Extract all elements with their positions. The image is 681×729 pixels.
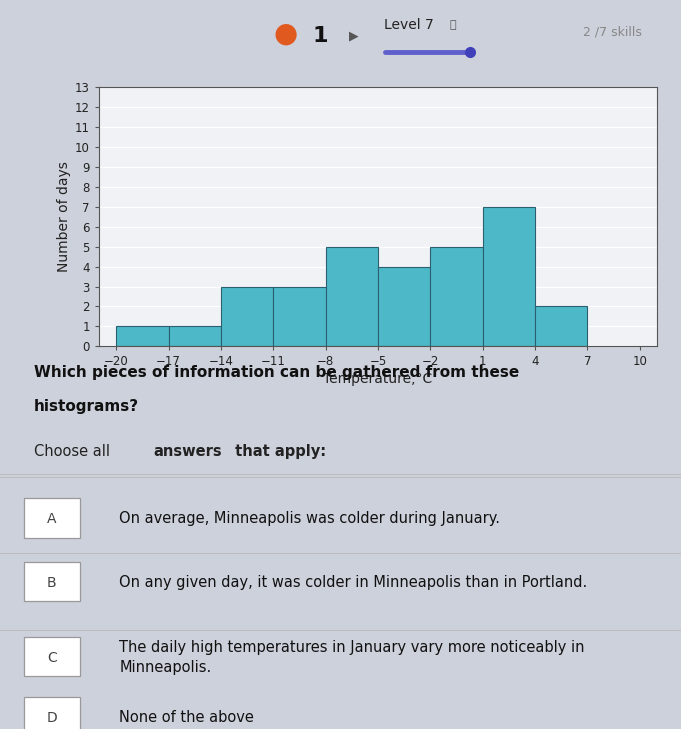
Text: ●: ●: [274, 20, 298, 47]
Bar: [221, 286, 273, 346]
FancyBboxPatch shape: [24, 498, 80, 537]
Text: ▶: ▶: [349, 30, 359, 43]
Bar: [326, 246, 378, 346]
Bar: [535, 306, 587, 346]
Bar: [169, 327, 221, 346]
FancyBboxPatch shape: [24, 697, 80, 729]
Text: Level 7: Level 7: [383, 17, 434, 31]
Text: that apply:: that apply:: [230, 444, 326, 459]
Text: D: D: [46, 711, 57, 725]
Bar: [273, 286, 326, 346]
Text: On any given day, it was colder in Minneapolis than in Portland.: On any given day, it was colder in Minne…: [119, 575, 588, 590]
Text: C: C: [47, 651, 57, 665]
Bar: [483, 207, 535, 346]
Bar: [116, 327, 169, 346]
Text: None of the above: None of the above: [119, 710, 254, 725]
FancyBboxPatch shape: [24, 637, 80, 677]
Text: 2 /7 skills: 2 /7 skills: [584, 25, 642, 38]
Text: histograms?: histograms?: [34, 399, 139, 413]
Text: ⓘ: ⓘ: [449, 20, 456, 30]
Text: Choose all: Choose all: [34, 444, 114, 459]
Text: The daily high temperatures in January vary more noticeably in
Minneapolis.: The daily high temperatures in January v…: [119, 640, 585, 675]
Text: 1: 1: [313, 26, 328, 47]
FancyBboxPatch shape: [24, 562, 80, 601]
X-axis label: Temperature,°C: Temperature,°C: [323, 373, 432, 386]
Text: Which pieces of information can be gathered from these: Which pieces of information can be gathe…: [34, 364, 520, 380]
Text: On average, Minneapolis was colder during January.: On average, Minneapolis was colder durin…: [119, 511, 500, 526]
Y-axis label: Number of days: Number of days: [57, 161, 71, 273]
Bar: [430, 246, 483, 346]
Text: B: B: [47, 576, 57, 590]
Bar: [378, 267, 430, 346]
Text: A: A: [47, 512, 57, 526]
Text: answers: answers: [153, 444, 222, 459]
